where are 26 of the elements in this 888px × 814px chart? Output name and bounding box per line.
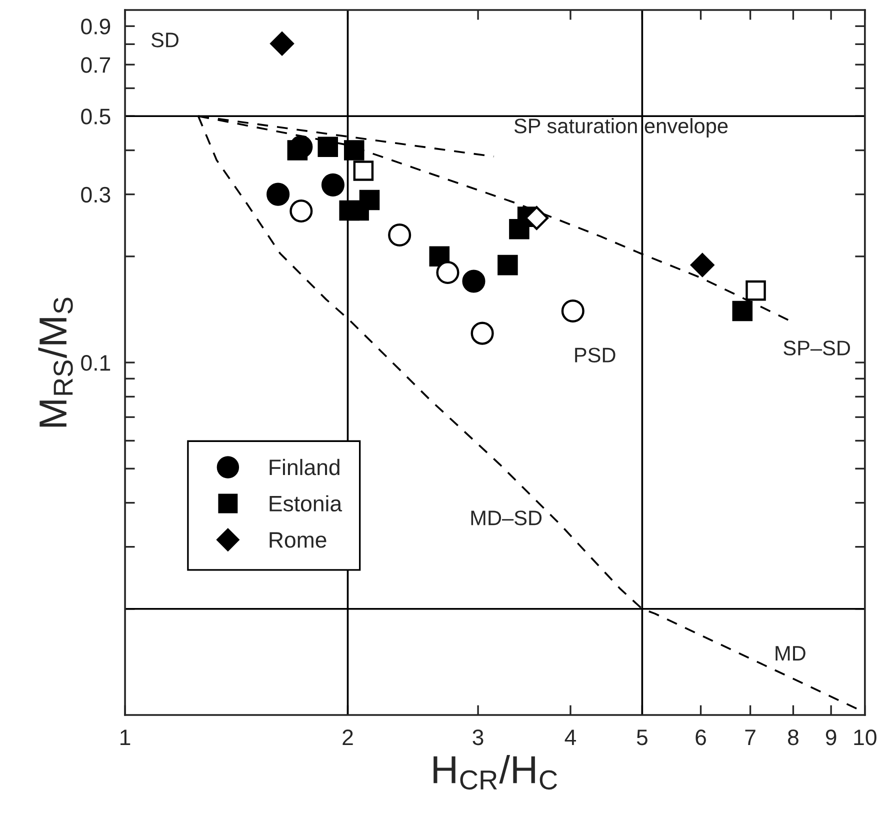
legend-label: Estonia [270, 495, 342, 512]
x-tick-label: 9 [826, 729, 836, 746]
x-tick-label: 4 [564, 730, 576, 746]
y-tick-label: 0.7 [81, 57, 110, 73]
y-tick-label: 0.1 [81, 355, 110, 371]
y-axis-title: M$_{RS}$/M$_{S}$ [38, 298, 73, 427]
x-tick-label: 6 [696, 729, 706, 746]
x-tick-label: 10 [854, 729, 876, 746]
annotation: SD [151, 32, 178, 48]
y-tick-label: 0.5 [81, 108, 110, 124]
annotation: SP saturation envelope [514, 118, 728, 138]
annotation: MD [776, 646, 806, 660]
x-tick-label: 7 [745, 730, 756, 746]
x-axis-title: H$_{CR}$/H$_{C}$ [434, 754, 558, 790]
legend-label: Rome [270, 532, 326, 548]
x-tick-label: 8 [788, 729, 798, 746]
legend-label: Finland [270, 458, 340, 476]
x-tick-label: 1 [120, 730, 130, 746]
annotation: SP–SD [784, 340, 850, 356]
x-tick-label: 3 [472, 729, 484, 746]
y-tick-label: 0.9 [81, 18, 110, 34]
annotation: MD–SD [471, 510, 542, 526]
annotation: PSD [575, 348, 616, 362]
x-tick-label: 5 [636, 730, 648, 746]
y-tick-label: 0.3 [81, 186, 110, 203]
x-tick-label: 2 [342, 729, 353, 746]
